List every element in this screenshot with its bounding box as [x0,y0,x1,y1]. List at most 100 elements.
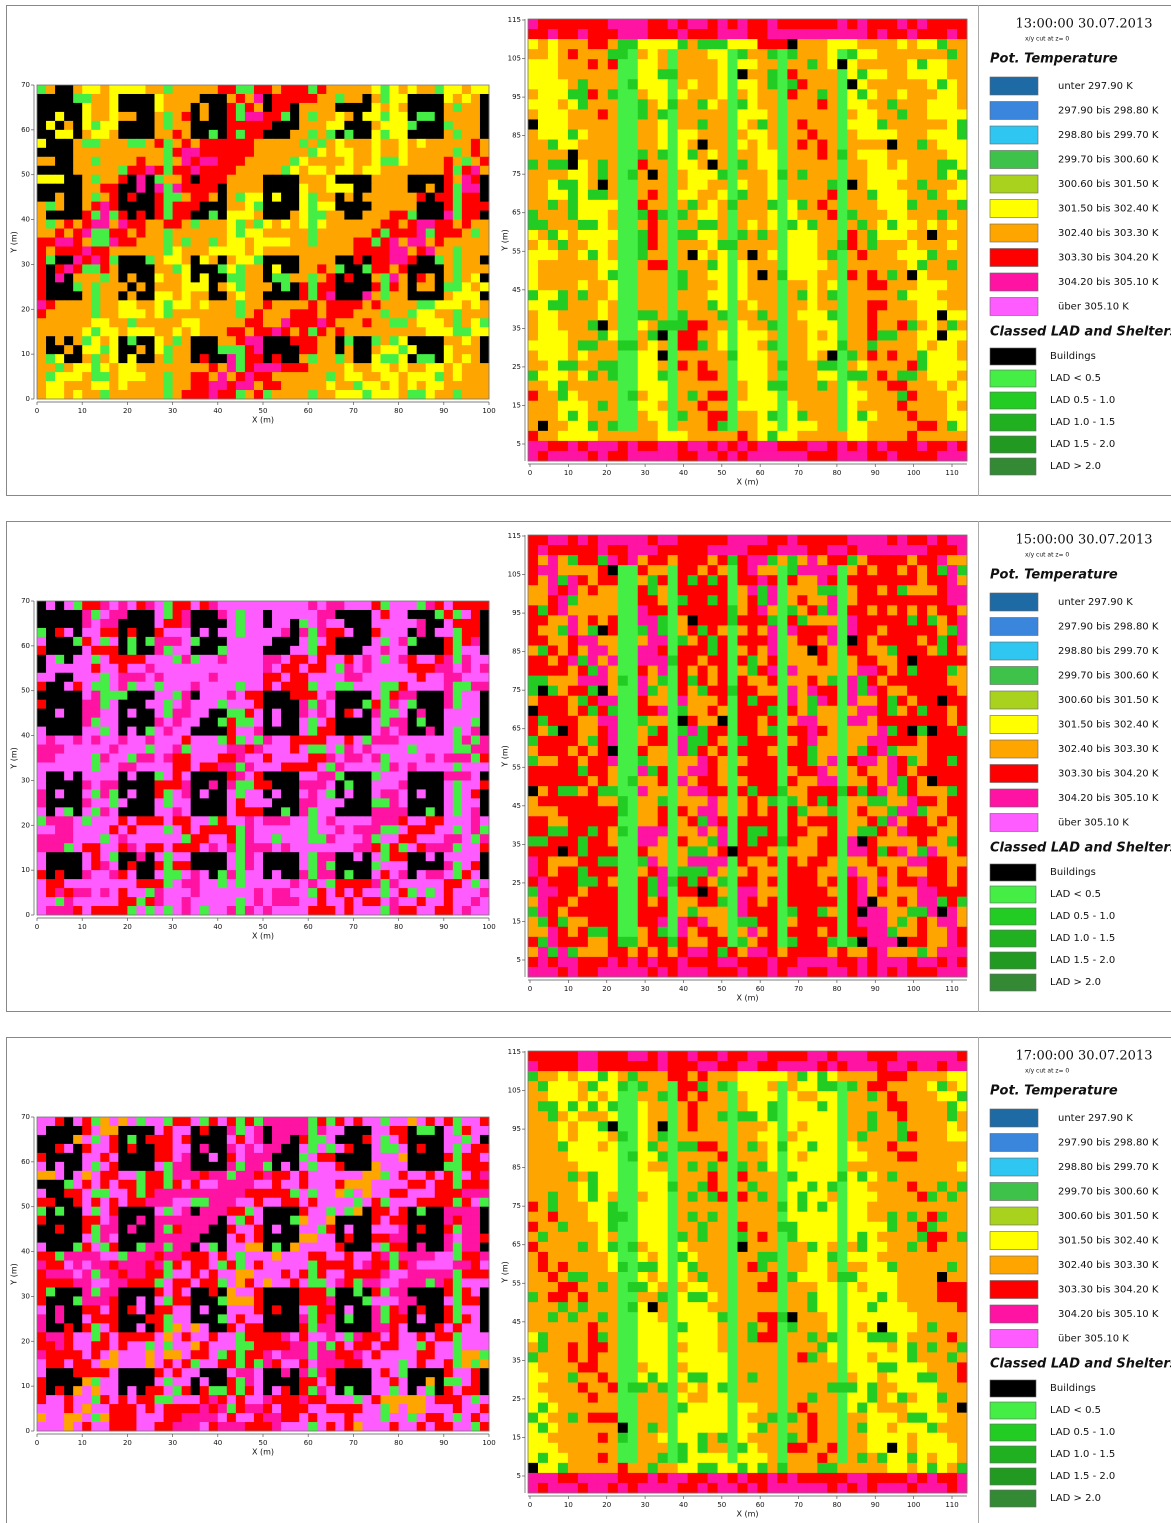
map-cell [867,19,877,29]
map-cell [598,371,608,381]
map-cell [236,798,245,807]
map-cell [827,140,837,150]
map-raster [37,601,489,915]
map-cell [867,361,877,371]
map-cell [353,798,362,807]
map-cell [887,79,897,89]
map-cell [598,130,608,140]
map-cell [807,230,817,240]
map-cell [426,112,435,121]
map-cell [797,109,807,119]
map-cell [757,119,767,129]
map-cell [136,121,145,130]
map-cell [64,709,73,718]
map-cell [408,139,417,148]
map-cell [847,59,857,69]
map-cell [897,381,907,391]
map-cell [127,655,136,664]
map-cell [164,282,173,291]
map-cell [317,619,326,628]
map-cell [435,745,444,754]
map-cell [272,202,281,211]
map-cell [46,709,55,718]
map-cell [254,327,263,336]
map-cell [608,230,618,240]
map-cell [426,700,435,709]
map-cell [136,807,145,816]
map-cell [73,103,82,112]
map-cell [857,340,867,350]
map-cell [648,300,658,310]
map-cell [200,103,209,112]
map-cell [399,85,408,94]
map-cell [191,229,200,238]
map-cell [272,121,281,130]
map-cell [82,682,91,691]
map-cell [371,637,380,646]
map-cell [608,69,618,79]
map-cell [435,229,444,238]
map-cell [191,282,200,291]
map-cell [245,354,254,363]
map-cell [227,148,236,157]
map-cell [317,610,326,619]
map-cell [827,270,837,280]
map-cell [46,363,55,372]
map-cell [471,727,480,736]
map-cell [698,250,708,260]
map-cell [209,157,218,166]
map-cell [648,119,658,129]
map-cell [91,166,100,175]
map-cell [200,121,209,130]
map-cell [738,180,748,190]
map-cell [173,780,182,789]
map-cell [937,280,947,290]
map-cell [480,318,489,327]
map-cell [173,762,182,771]
map-cell [453,718,462,727]
map-cell [558,119,568,129]
map-cell [897,240,907,250]
map-cell [381,789,390,798]
map-cell [371,103,380,112]
map-cell [281,85,290,94]
map-cell [408,175,417,184]
map-cell [127,85,136,94]
map-cell [917,361,927,371]
map-cell [37,780,46,789]
map-cell [109,229,118,238]
map-cell [426,157,435,166]
map-cell [272,664,281,673]
map-cell [317,736,326,745]
map-cell [37,655,46,664]
map-cell [887,240,897,250]
map-cell [73,193,82,202]
map-cell [335,762,344,771]
map-cell [335,121,344,130]
map-cell [46,282,55,291]
map-cell [191,246,200,255]
map-cell [578,361,588,371]
map-cell [847,170,857,180]
map-cell [628,240,638,250]
map-cell [100,646,109,655]
map-cell [191,121,200,130]
map-cell [290,273,299,282]
map-cell [471,238,480,247]
map-cell [399,166,408,175]
map-cell [648,210,658,220]
map-cell [145,273,154,282]
map-cell [827,361,837,371]
map-cell [227,336,236,345]
map-cell [281,112,290,121]
map-cell [426,381,435,390]
map-cell [435,282,444,291]
map-cell [588,19,598,29]
map-cell [718,351,728,361]
map-cell [399,664,408,673]
map-cell [588,130,598,140]
map-cell [381,780,390,789]
map-cell [426,646,435,655]
map-cell [748,351,758,361]
map-cell [817,119,827,129]
